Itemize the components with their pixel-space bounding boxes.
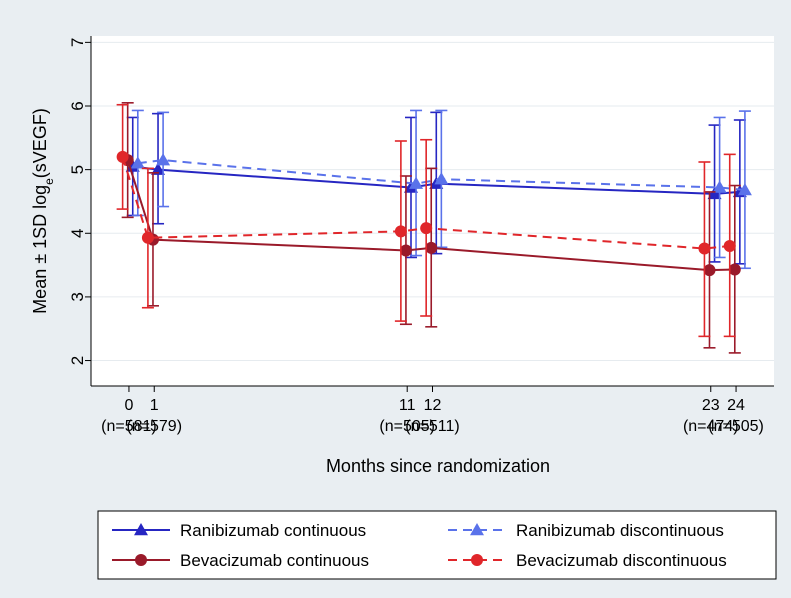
legend-label: Ranibizumab continuous bbox=[180, 521, 366, 540]
data-point bbox=[737, 183, 752, 196]
legend-box bbox=[97, 510, 777, 580]
legend: Ranibizumab continuous Ranibizumab discon… bbox=[112, 521, 727, 570]
legend-marker bbox=[134, 523, 148, 536]
data-point bbox=[434, 172, 449, 185]
y-tick-label: 3 bbox=[68, 292, 87, 301]
x-tick-label: 23 bbox=[702, 397, 720, 414]
legend-item: Bevacizumab discontinuous bbox=[448, 551, 727, 570]
data-point bbox=[116, 150, 129, 163]
data-point bbox=[723, 240, 736, 252]
data-point bbox=[399, 244, 412, 257]
data-point bbox=[151, 162, 166, 175]
data-point bbox=[707, 186, 722, 200]
x-tick-label: 12 bbox=[424, 397, 442, 414]
y-tick-label: 4 bbox=[68, 229, 87, 238]
data-point bbox=[156, 153, 171, 166]
legend-item: Bevacizumab continuous bbox=[112, 551, 369, 570]
legend-label: Ranibizumab discontinuous bbox=[516, 521, 724, 540]
y-tick-label: 5 bbox=[68, 165, 87, 174]
data-point bbox=[420, 222, 433, 235]
x-tick-n-label: (n=505) bbox=[708, 418, 764, 435]
legend-marker bbox=[470, 523, 484, 536]
data-point bbox=[141, 231, 154, 244]
data-point bbox=[698, 242, 711, 255]
x-tick-n-label: (n=505) bbox=[379, 418, 435, 435]
data-point bbox=[425, 241, 438, 254]
x-tick-label: 1 bbox=[150, 397, 159, 414]
x-tick-label: 24 bbox=[727, 397, 745, 414]
y-tick-label: 7 bbox=[68, 38, 87, 47]
legend-label: Bevacizumab discontinuous bbox=[516, 551, 727, 570]
series-group bbox=[130, 109, 752, 270]
series-group bbox=[116, 103, 736, 338]
series-group bbox=[121, 102, 741, 354]
plot-area bbox=[91, 36, 774, 386]
data-point bbox=[703, 264, 716, 277]
series bbox=[116, 102, 752, 354]
x-tick-n-label: (n=579) bbox=[126, 418, 182, 435]
legend-item: Ranibizumab discontinuous bbox=[448, 521, 724, 540]
legend-marker bbox=[135, 554, 147, 566]
x-tick-label: 0 bbox=[124, 397, 133, 414]
y-ticks: 2 3 4 5 6 7 bbox=[68, 38, 91, 365]
legend-marker bbox=[471, 554, 483, 566]
legend-item: Ranibizumab continuous bbox=[112, 521, 366, 540]
y-tick-label: 2 bbox=[68, 356, 87, 365]
x-axis-label: Months since randomization bbox=[326, 456, 550, 476]
data-point bbox=[409, 176, 424, 189]
y-tick-label: 6 bbox=[68, 101, 87, 110]
x-tick-n-label: (n=511) bbox=[405, 418, 459, 435]
x-ticks: 0 (n=581) 1 (n=579) 11 (n=505) 12 (n=511) 23 (n=4… bbox=[101, 386, 764, 435]
x-tick-n-label: (n=581) bbox=[101, 418, 157, 435]
data-point bbox=[130, 156, 145, 169]
gridlines bbox=[91, 41, 774, 362]
y-axis-label: Mean ± 1SD loge(sVEGF) bbox=[30, 108, 56, 314]
data-point bbox=[728, 263, 741, 276]
x-tick-n-label: (n=474) bbox=[683, 418, 739, 435]
legend-label: Bevacizumab continuous bbox=[180, 551, 369, 570]
data-point bbox=[712, 180, 727, 193]
data-point bbox=[394, 225, 407, 238]
x-tick-label: 11 bbox=[399, 397, 416, 414]
